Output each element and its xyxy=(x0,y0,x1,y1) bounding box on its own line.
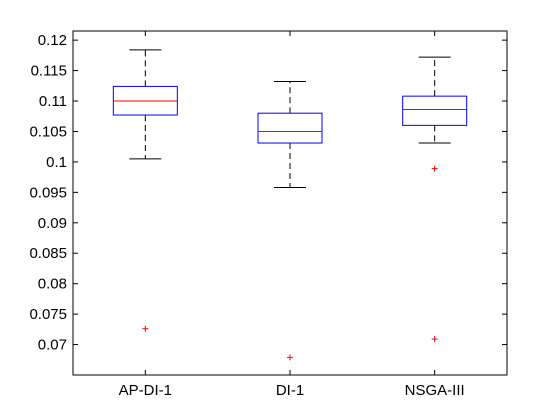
x-tick-label: DI-1 xyxy=(276,382,304,399)
y-tick-label: 0.09 xyxy=(38,215,67,232)
box-series xyxy=(112,49,468,361)
box-group xyxy=(402,56,468,343)
box-group xyxy=(112,49,178,332)
y-tick-label: 0.115 xyxy=(31,63,67,80)
x-axis: AP-DI-1 DI-1 NSGA-III xyxy=(119,31,465,399)
y-tick-label: 0.105 xyxy=(29,123,67,140)
box-group xyxy=(257,81,323,361)
y-tick-label: 0.085 xyxy=(29,245,67,262)
y-tick-label: 0.095 xyxy=(29,184,67,201)
outlier-marker xyxy=(142,325,149,332)
box-iqr xyxy=(257,112,323,144)
y-tick-label: 0.11 xyxy=(39,93,67,110)
y-axis: 0.07 0.075 0.08 0.085 0.09 0.095 0.1 0.105 0.11 0… xyxy=(29,32,507,354)
y-tick-label: 0.08 xyxy=(38,276,67,293)
outlier-marker xyxy=(287,354,293,361)
outlier-marker xyxy=(431,165,438,172)
y-tick-label: 0.07 xyxy=(38,337,67,354)
x-tick-label: AP-DI-1 xyxy=(119,382,172,399)
y-tick-label: 0.12 xyxy=(38,32,67,49)
x-tick-label: NSGA-III xyxy=(405,382,465,399)
box-iqr xyxy=(402,95,468,126)
y-tick-label: 0.1 xyxy=(46,154,67,171)
y-tick-label: 0.075 xyxy=(29,306,67,323)
outlier-marker xyxy=(431,336,438,343)
